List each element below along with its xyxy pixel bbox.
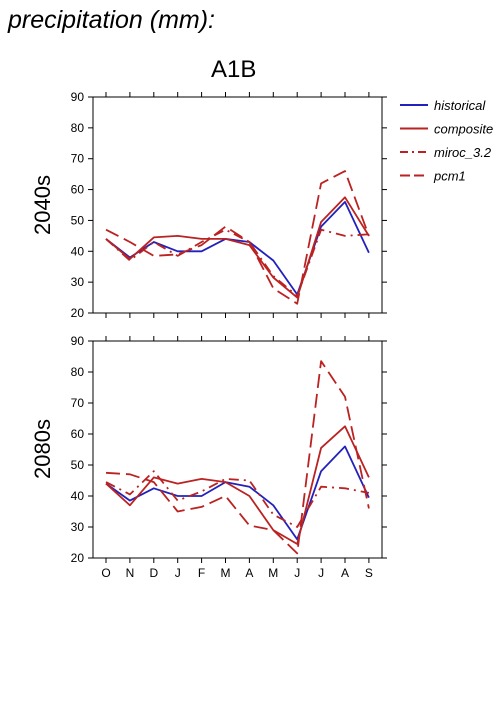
panel-frame-2040s	[92, 96, 383, 314]
legend-label-historical: historical	[434, 98, 486, 113]
y-tick-label: 20	[71, 551, 85, 565]
x-tick-label: F	[198, 566, 205, 580]
y-tick-label: 90	[71, 334, 85, 348]
x-tick-label: M	[221, 566, 231, 580]
legend-label-pcm1: pcm1	[433, 169, 466, 184]
panel-frame-2080s	[92, 340, 383, 559]
series-line-pcm1	[105, 360, 370, 555]
y-tick-label: 20	[71, 306, 85, 320]
y-tick-label: 40	[71, 489, 85, 503]
legend-label-composite: composite	[434, 122, 493, 137]
panel-label-2080s: 2080s	[30, 419, 55, 479]
x-tick-label: A	[245, 566, 253, 580]
y-tick-label: 30	[71, 275, 85, 289]
series-line-composite	[105, 196, 370, 299]
x-tick-label: A	[341, 566, 349, 580]
x-tick-label: N	[126, 566, 135, 580]
series-line-historical	[105, 200, 370, 296]
x-tick-label: J	[318, 566, 324, 580]
y-tick-label: 60	[71, 183, 85, 197]
scenario-title: A1B	[211, 56, 257, 83]
y-tick-label: 50	[71, 213, 85, 227]
y-tick-label: 80	[71, 121, 85, 135]
figure-title: precipitation (mm):	[8, 6, 215, 34]
y-tick-label: 70	[71, 396, 85, 410]
y-tick-label: 30	[71, 520, 85, 534]
y-tick-label: 80	[71, 365, 85, 379]
y-tick-label: 50	[71, 458, 85, 472]
y-tick-label: 60	[71, 427, 85, 441]
legend-label-miroc_3.2: miroc_3.2	[434, 145, 492, 160]
panel-label-2040s: 2040s	[30, 175, 55, 235]
x-tick-label: M	[268, 566, 278, 580]
x-tick-label: J	[175, 566, 181, 580]
series-line-historical	[105, 445, 370, 541]
y-tick-label: 40	[71, 244, 85, 258]
series-line-composite	[105, 425, 370, 545]
y-tick-label: 70	[71, 152, 85, 166]
y-tick-label: 90	[71, 90, 85, 104]
series-line-miroc_3.2	[105, 470, 370, 528]
series-line-pcm1	[105, 170, 370, 305]
x-tick-label: O	[101, 566, 110, 580]
x-tick-label: J	[294, 566, 300, 580]
x-tick-label: D	[149, 566, 158, 580]
x-tick-label: S	[365, 566, 373, 580]
series-line-miroc_3.2	[105, 228, 369, 297]
